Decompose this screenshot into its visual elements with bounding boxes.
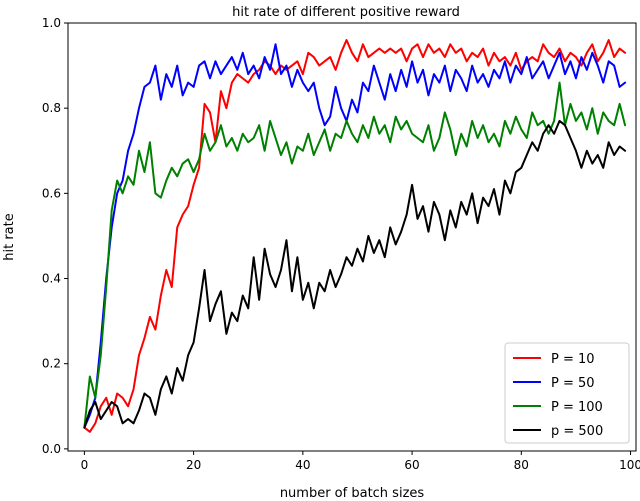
series-line-4: [83, 119, 627, 429]
y-tick-label: 1.0: [42, 16, 61, 30]
legend-box: [504, 342, 630, 444]
chart-title: hit rate of different positive reward: [232, 5, 460, 20]
y-axis-label: hit rate: [2, 213, 17, 261]
series-line-2: [83, 43, 627, 429]
y-tick-label: 0.2: [42, 357, 61, 371]
legend-label: P = 50: [551, 376, 595, 391]
x-axis: 0 20 40 60 80 100: [81, 451, 640, 472]
y-tick-label: 0.4: [42, 272, 61, 286]
series-line-1: [83, 39, 627, 433]
x-tick-label: 60: [404, 458, 419, 472]
legend: P = 10 P = 50 P = 100 p = 500: [504, 342, 630, 444]
legend-label: P = 10: [551, 352, 595, 367]
series-layer: [83, 39, 627, 433]
x-tick-label: 20: [186, 458, 201, 472]
x-axis-label: number of batch sizes: [280, 486, 425, 501]
x-tick-label: 100: [619, 458, 640, 472]
y-tick-label: 0.6: [42, 186, 61, 200]
series-line-3: [83, 81, 627, 429]
y-tick-label: 0.8: [42, 101, 61, 115]
x-tick-label: 80: [514, 458, 529, 472]
x-tick-label: 40: [295, 458, 310, 472]
legend-label: P = 100: [551, 400, 603, 415]
x-tick-label: 0: [81, 458, 89, 472]
legend-label: p = 500: [551, 424, 603, 439]
y-tick-label: 0.0: [42, 442, 61, 456]
plot-frame: [67, 22, 637, 452]
y-axis: 0.0 0.2 0.4 0.6 0.8 1.0: [42, 16, 68, 456]
